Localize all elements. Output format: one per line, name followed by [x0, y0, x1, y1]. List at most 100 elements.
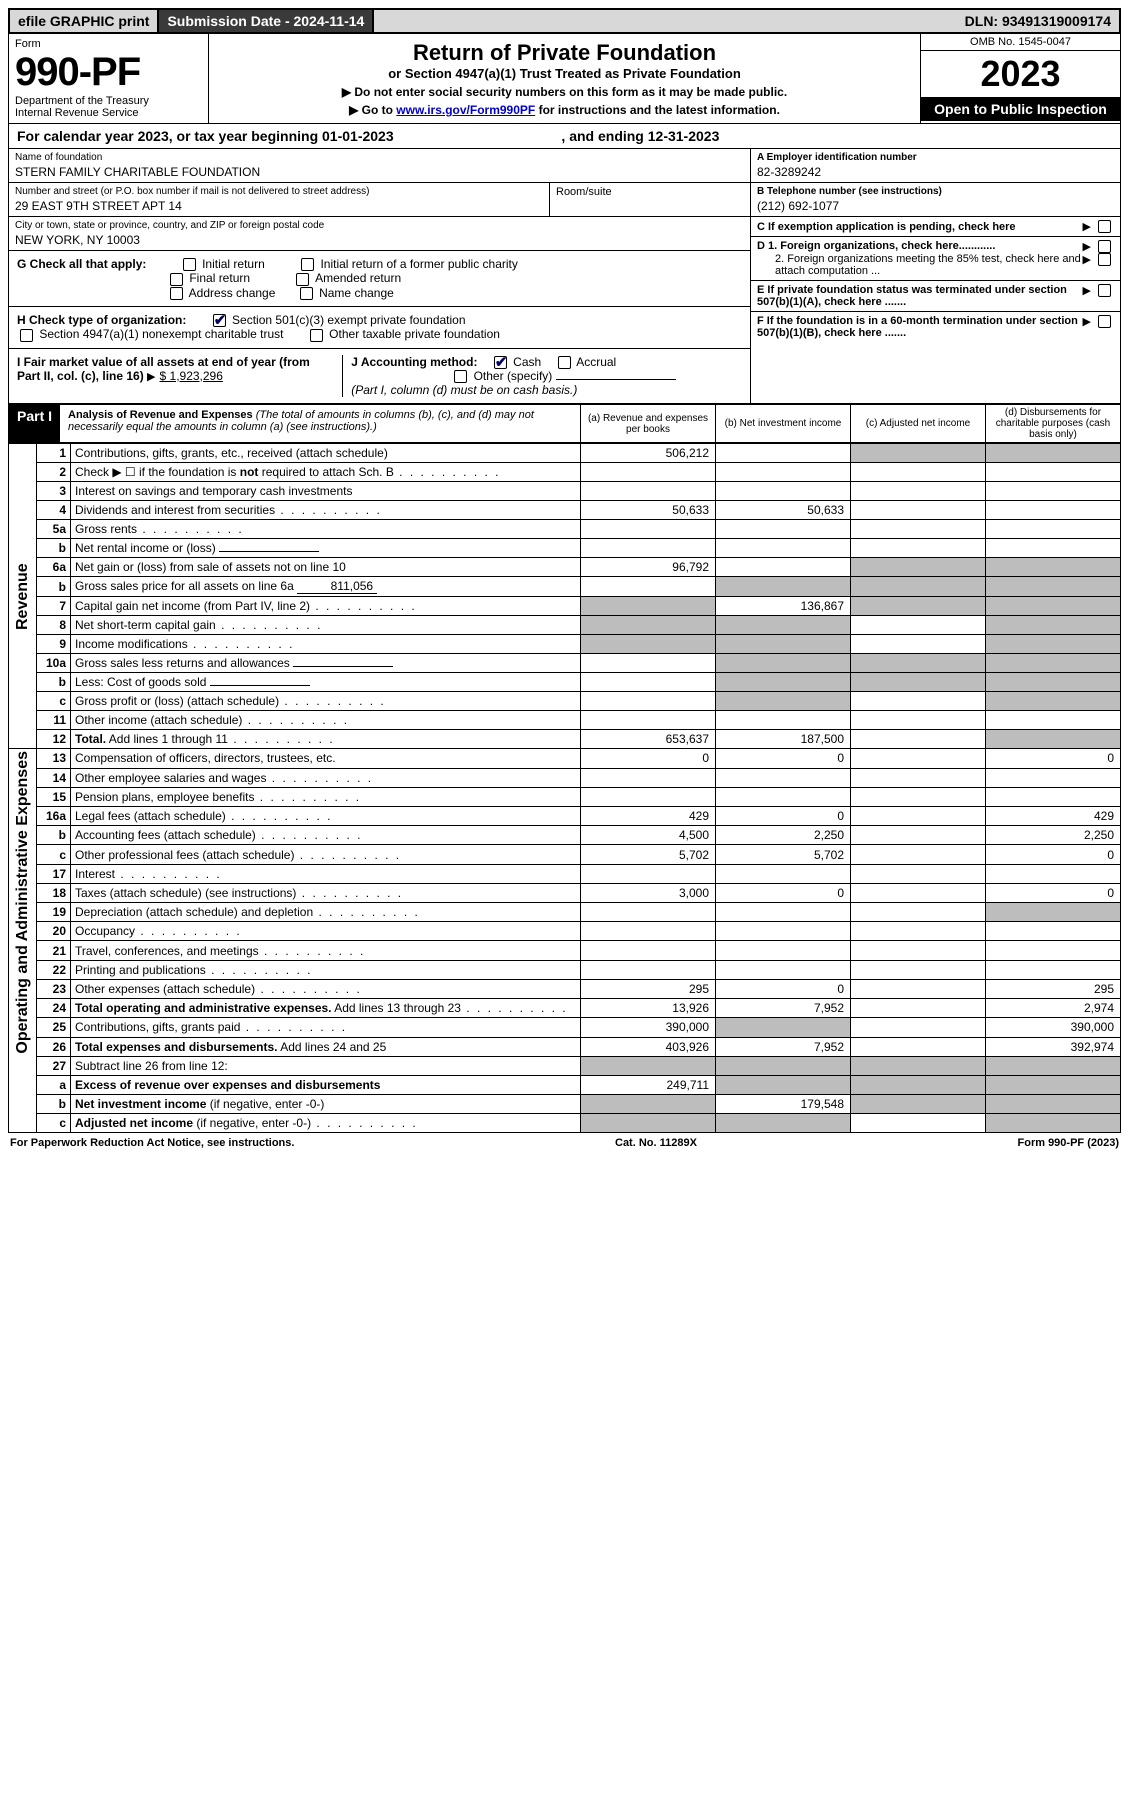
table-row: 18Taxes (attach schedule) (see instructi… — [9, 883, 1121, 902]
open-inspection-badge: Open to Public Inspection — [921, 97, 1120, 121]
table-row: bNet rental income or (loss) — [9, 539, 1121, 558]
table-row: 9Income modifications — [9, 635, 1121, 654]
j-note: (Part I, column (d) must be on cash basi… — [351, 383, 577, 397]
entity-info: Name of foundation STERN FAMILY CHARITAB… — [8, 149, 1121, 404]
page-footer: For Paperwork Reduction Act Notice, see … — [8, 1133, 1121, 1153]
submission-date: Submission Date - 2024-11-14 — [157, 10, 374, 32]
part1-header: Part I Analysis of Revenue and Expenses … — [8, 404, 1121, 443]
part1-table: Revenue1Contributions, gifts, grants, et… — [8, 443, 1121, 1133]
section-h: H Check type of organization: Section 50… — [9, 307, 750, 349]
chk-amended-return[interactable] — [296, 273, 309, 286]
table-row: 3Interest on savings and temporary cash … — [9, 482, 1121, 501]
part1-title: Analysis of Revenue and Expenses — [68, 409, 253, 421]
table-row: Operating and Administrative Expenses13C… — [9, 749, 1121, 768]
table-row: 7Capital gain net income (from Part IV, … — [9, 597, 1121, 616]
table-row: cGross profit or (loss) (attach schedule… — [9, 692, 1121, 711]
chk-60mo-termination[interactable] — [1098, 315, 1111, 328]
g-opt-3: Initial return of a former public charit… — [320, 257, 517, 271]
chk-final-return[interactable] — [170, 273, 183, 286]
chk-exemption-pending[interactable] — [1098, 220, 1111, 233]
table-row: 15Pension plans, employee benefits — [9, 787, 1121, 806]
part1-badge: Part I — [9, 405, 60, 442]
chk-501c3[interactable] — [213, 314, 226, 327]
table-row: 14Other employee salaries and wages — [9, 768, 1121, 787]
form-header: Form 990-PF Department of the Treasury I… — [8, 34, 1121, 124]
table-row: cAdjusted net income (if negative, enter… — [9, 1113, 1121, 1132]
table-row: aExcess of revenue over expenses and dis… — [9, 1075, 1121, 1094]
chk-4947a1[interactable] — [20, 329, 33, 342]
chk-85pct-test[interactable] — [1098, 253, 1111, 266]
table-row: 20Occupancy — [9, 922, 1121, 941]
goto-pre: ▶ Go to — [349, 103, 396, 117]
d2-label: 2. Foreign organizations meeting the 85%… — [757, 253, 1083, 277]
j-opt-accrual: Accrual — [576, 355, 616, 369]
table-row: 12Total. Add lines 1 through 11653,63718… — [9, 730, 1121, 749]
cal-end: , and ending 12-31-2023 — [561, 128, 719, 144]
chk-initial-return[interactable] — [183, 258, 196, 271]
g-opt-0: Initial return — [202, 257, 265, 271]
chk-cash[interactable] — [494, 356, 507, 369]
chk-accrual[interactable] — [558, 356, 571, 369]
table-row: 21Travel, conferences, and meetings — [9, 941, 1121, 960]
chk-other-method[interactable] — [454, 370, 467, 383]
irs-link[interactable]: www.irs.gov/Form990PF — [396, 103, 535, 117]
table-row: 5aGross rents — [9, 520, 1121, 539]
addr-label: Number and street (or P.O. box number if… — [15, 186, 543, 197]
h-label: H Check type of organization: — [17, 313, 186, 327]
g-opt-5: Name change — [319, 286, 394, 300]
h-opt-1: Section 4947(a)(1) nonexempt charitable … — [39, 327, 283, 341]
goto-post: for instructions and the latest informat… — [535, 103, 780, 117]
omb-number: OMB No. 1545-0047 — [921, 34, 1120, 51]
chk-other-taxable[interactable] — [310, 329, 323, 342]
calendar-year-row: For calendar year 2023, or tax year begi… — [8, 124, 1121, 149]
table-row: Revenue1Contributions, gifts, grants, et… — [9, 444, 1121, 463]
form-title: Return of Private Foundation — [219, 40, 910, 66]
foundation-name: STERN FAMILY CHARITABLE FOUNDATION — [15, 163, 744, 179]
chk-address-change[interactable] — [170, 287, 183, 300]
form-ref: Form 990-PF (2023) — [1018, 1137, 1120, 1149]
col-c-header: (c) Adjusted net income — [850, 405, 985, 442]
chk-foreign-org[interactable] — [1098, 240, 1111, 253]
col-d-header: (d) Disbursements for charitable purpose… — [985, 405, 1120, 442]
table-row: bGross sales price for all assets on lin… — [9, 577, 1121, 597]
table-row: 10aGross sales less returns and allowanc… — [9, 654, 1121, 673]
d1-label: D 1. Foreign organizations, check here..… — [757, 240, 1083, 253]
form-label: Form — [15, 38, 202, 50]
dept-label: Department of the Treasury — [15, 95, 202, 107]
table-row: 23Other expenses (attach schedule)295029… — [9, 979, 1121, 998]
table-row: 6aNet gain or (loss) from sale of assets… — [9, 558, 1121, 577]
table-row: 27Subtract line 26 from line 12: — [9, 1056, 1121, 1075]
irs-label: Internal Revenue Service — [15, 107, 202, 119]
table-row: 11Other income (attach schedule) — [9, 711, 1121, 730]
table-row: 22Printing and publications — [9, 960, 1121, 979]
city-label: City or town, state or province, country… — [15, 220, 744, 231]
city-state-zip: NEW YORK, NY 10003 — [15, 231, 744, 247]
table-row: bAccounting fees (attach schedule)4,5002… — [9, 826, 1121, 845]
dln-label: DLN: 93491319009174 — [957, 10, 1119, 32]
table-row: 24Total operating and administrative exp… — [9, 999, 1121, 1018]
chk-former-charity[interactable] — [301, 258, 314, 271]
table-row: 17Interest — [9, 864, 1121, 883]
efile-print-label[interactable]: efile GRAPHIC print — [10, 10, 157, 32]
phone-label: B Telephone number (see instructions) — [757, 186, 1114, 197]
section-g: G Check all that apply: Initial return I… — [9, 251, 750, 307]
c-label: C If exemption application is pending, c… — [757, 221, 1083, 233]
tax-year: 2023 — [921, 51, 1120, 97]
g-label: G Check all that apply: — [17, 257, 146, 271]
catalog-number: Cat. No. 11289X — [615, 1137, 697, 1149]
fmv-value: $ 1,923,296 — [160, 369, 223, 383]
j-label: J Accounting method: — [351, 355, 477, 369]
table-row: 4Dividends and interest from securities5… — [9, 501, 1121, 520]
name-label: Name of foundation — [15, 152, 744, 163]
ssn-warning: ▶ Do not enter social security numbers o… — [219, 85, 910, 99]
chk-name-change[interactable] — [300, 287, 313, 300]
f-label: F If the foundation is in a 60-month ter… — [757, 315, 1083, 339]
h-opt-2: Other taxable private foundation — [329, 327, 500, 341]
chk-status-terminated[interactable] — [1098, 284, 1111, 297]
ein-label: A Employer identification number — [757, 152, 1114, 163]
room-suite-label: Room/suite — [550, 183, 750, 216]
goto-instructions: ▶ Go to www.irs.gov/Form990PF for instru… — [219, 103, 910, 117]
j-opt-cash: Cash — [513, 355, 541, 369]
ein-value: 82-3289242 — [757, 163, 1114, 179]
col-a-header: (a) Revenue and expenses per books — [580, 405, 715, 442]
